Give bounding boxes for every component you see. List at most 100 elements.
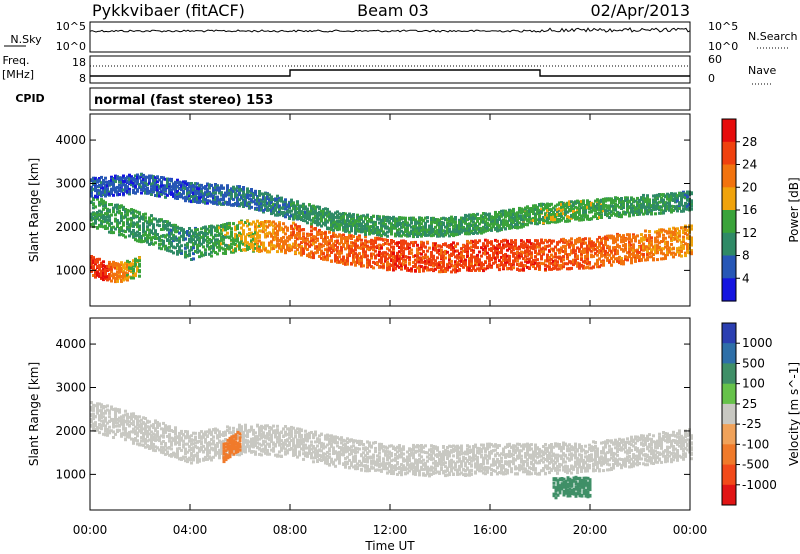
echo-cell [576, 263, 579, 267]
echo-cell [164, 234, 167, 238]
echo-cell [140, 173, 143, 176]
echo-cell [194, 182, 197, 186]
echo-cell [318, 228, 321, 232]
echo-cell [282, 235, 285, 239]
echo-cell [300, 205, 303, 209]
echo-cell [634, 254, 637, 258]
echo-cell [116, 219, 119, 223]
echo-cell [682, 240, 685, 243]
echo-cell [236, 234, 239, 238]
echo-cell [130, 224, 133, 228]
echo-cell [196, 243, 199, 247]
echo-cell [258, 208, 261, 212]
echo-cell [126, 222, 129, 226]
echo-cell [394, 255, 397, 259]
echo-cell [408, 246, 411, 250]
echo-cell [362, 214, 365, 218]
echo-cell [138, 232, 141, 235]
echo-cell [410, 232, 413, 236]
echo-cell [402, 263, 405, 267]
echo-cell [248, 189, 251, 193]
echo-cell [248, 202, 251, 206]
echo-cell [682, 238, 685, 242]
echo-cell [596, 262, 599, 265]
echo-cell [256, 236, 259, 240]
echo-cell [570, 241, 573, 245]
echo-cell [630, 256, 633, 260]
echo-cell [426, 249, 429, 253]
echo-cell [96, 211, 99, 214]
echo-cell [122, 192, 125, 196]
echo-cell [566, 241, 569, 245]
echo-cell [238, 190, 241, 194]
echo-cell [348, 234, 351, 238]
echo-cell [352, 222, 355, 226]
echo-cell [306, 248, 309, 251]
echo-cell [214, 238, 217, 242]
echo-cell [432, 243, 435, 247]
echo-cell [404, 255, 407, 259]
echo-cell [312, 240, 315, 244]
echo-cell [366, 240, 369, 244]
echo-cell [220, 228, 223, 232]
echo-cell [524, 264, 527, 268]
echo-cell [190, 184, 193, 188]
echo-cell [140, 188, 143, 192]
echo-cell [240, 234, 243, 238]
echo-cell [532, 265, 535, 268]
echo-cell [290, 231, 293, 235]
echo-cell [672, 251, 675, 255]
echo-cell [172, 182, 175, 186]
echo-cell [474, 255, 477, 259]
echo-cell [426, 266, 429, 270]
echo-cell [682, 230, 685, 234]
echo-cell [430, 226, 433, 230]
echo-cell [120, 205, 123, 209]
echo-cell [310, 218, 313, 222]
echo-cell [174, 187, 177, 191]
echo-cell [574, 239, 577, 243]
echo-cell [228, 221, 231, 225]
echo-cell [428, 225, 431, 229]
echo-cell [606, 253, 609, 257]
echo-cell [204, 229, 207, 232]
echo-cell [144, 190, 147, 194]
echo-cell [282, 242, 285, 245]
echo-cell [434, 263, 437, 267]
echo-cell [686, 236, 689, 240]
echo-cell [420, 226, 423, 230]
echo-cell [212, 236, 215, 240]
echo-cell [382, 243, 385, 247]
echo-cell [134, 209, 137, 213]
echo-cell [278, 198, 281, 202]
echo-cell [528, 260, 531, 264]
echo-cell [386, 219, 389, 223]
echo-cell [344, 240, 347, 244]
echo-cell [434, 259, 437, 263]
echo-cell [96, 214, 99, 218]
echo-cell [142, 228, 145, 232]
echo-cell [190, 195, 193, 198]
echo-cell [312, 219, 315, 223]
echo-cell [314, 221, 317, 225]
echo-cell [612, 241, 615, 245]
echo-cell [236, 186, 239, 190]
echo-cell [160, 189, 163, 193]
echo-cell [540, 247, 543, 251]
echo-cell [632, 235, 635, 239]
echo-cell [130, 222, 133, 226]
echo-cell [208, 238, 211, 241]
echo-cell [186, 196, 189, 200]
echo-cell [104, 215, 107, 219]
echo-cell [540, 254, 543, 258]
echo-cell [150, 241, 153, 245]
echo-cell [474, 263, 477, 267]
echo-cell [546, 264, 549, 268]
echo-cell [120, 188, 123, 192]
echo-cell [348, 254, 351, 258]
echo-cell [400, 264, 403, 268]
echo-cell [170, 185, 173, 189]
echo-cell [646, 247, 649, 251]
echo-cell [678, 230, 681, 234]
